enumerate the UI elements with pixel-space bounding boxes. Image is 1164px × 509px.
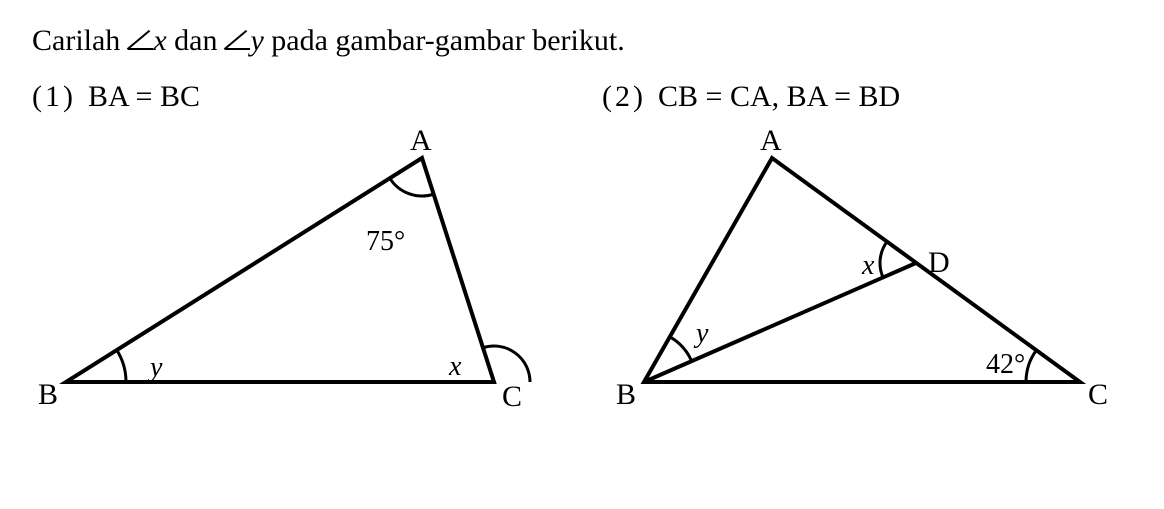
svg-text:y: y — [147, 352, 163, 383]
instruction-text: Carilah x dan y pada gambar-gambar berik… — [32, 24, 1132, 58]
instruction-suffix: pada gambar-gambar berikut. — [264, 24, 625, 57]
angle-var-y: y — [250, 24, 263, 57]
triangle-2-wrap: A B C Dy x 42° — [602, 126, 1132, 416]
problem-2-condition: CB = CA, BA = BD — [658, 80, 900, 113]
problem-2-header: (2) CB = CA, BA = BD — [602, 80, 1132, 114]
problem-1-header: (1) BA = BC — [32, 80, 562, 114]
svg-text:42°: 42° — [986, 349, 1025, 380]
angle-icon — [128, 28, 154, 51]
svg-text:x: x — [861, 250, 875, 281]
svg-text:C: C — [1088, 378, 1108, 411]
triangle-1-wrap: A B C 75° y x — [32, 126, 562, 416]
triangle-1-svg: A B C 75° y x — [32, 126, 552, 416]
svg-text:75°: 75° — [366, 226, 405, 257]
angle-icon — [225, 28, 251, 51]
triangle-2-svg: A B C Dy x 42° — [602, 126, 1122, 416]
svg-text:D: D — [928, 246, 950, 279]
instruction-prefix: Carilah — [32, 24, 128, 57]
angle-var-x: x — [153, 24, 166, 57]
svg-text:B: B — [38, 378, 58, 411]
problem-1-condition: BA = BC — [88, 80, 200, 113]
problem-2: (2) CB = CA, BA = BD A B C Dy x 42° — [602, 80, 1132, 416]
svg-text:x: x — [448, 351, 462, 382]
problems-row: (1) BA = BC A B C 75° y x (2) CB = CA, BA = B… — [32, 80, 1132, 416]
problem-1: (1) BA = BC A B C 75° y x — [32, 80, 562, 416]
svg-text:y: y — [693, 318, 709, 349]
problem-1-number: 1 — [42, 80, 63, 114]
svg-text:A: A — [760, 126, 782, 157]
svg-text:A: A — [410, 126, 432, 157]
svg-text:B: B — [616, 378, 636, 411]
problem-2-number: 2 — [612, 80, 633, 114]
svg-text:C: C — [502, 380, 522, 413]
instruction-conj: dan — [167, 24, 225, 57]
